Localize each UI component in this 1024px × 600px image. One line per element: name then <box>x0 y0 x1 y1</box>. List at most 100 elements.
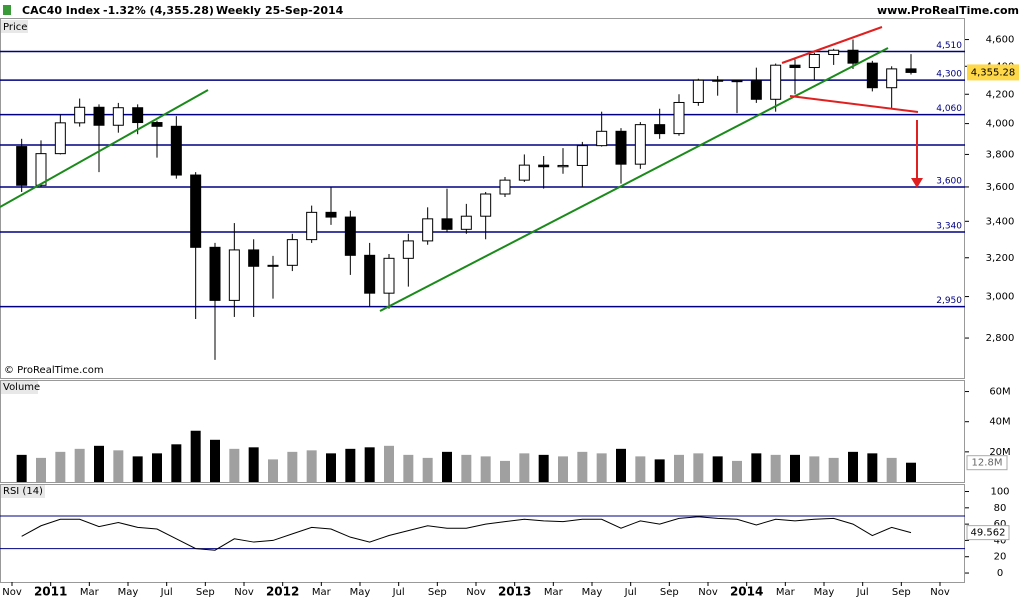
candle-body <box>364 254 376 294</box>
x-tick-label: Sep <box>196 587 215 598</box>
candle-body <box>615 130 627 165</box>
candle-body <box>518 164 530 181</box>
candle-body <box>151 122 163 127</box>
candle-body <box>654 124 666 135</box>
volume-bar <box>442 451 452 482</box>
volume-bar <box>74 448 85 482</box>
x-tick-label: Nov <box>2 587 22 598</box>
candle-body <box>847 49 859 64</box>
candle-body <box>325 211 337 218</box>
volume-bar <box>848 451 858 482</box>
candle-body <box>673 101 685 135</box>
x-tick-label: May <box>350 587 371 598</box>
trend-line <box>0 89 209 208</box>
rsi-tag-label: 49.562 <box>971 528 1006 539</box>
price-tag <box>967 64 1019 81</box>
candle-body <box>828 49 840 56</box>
candle-body <box>712 79 724 82</box>
candle-body <box>499 179 511 195</box>
y-tick-label: 3,400 <box>986 216 1015 227</box>
y-tick-label: 60 <box>994 519 1007 530</box>
wedge-line <box>789 95 919 113</box>
candle-body <box>770 64 782 100</box>
y-tick-label: 40 <box>994 535 1007 546</box>
volume-bar <box>616 448 626 482</box>
x-tick-label: Sep <box>428 587 447 598</box>
rsi-line <box>21 516 912 551</box>
title: CAC40 Index <box>22 4 100 17</box>
level-label: 4,300 <box>936 70 962 80</box>
volume-bar <box>500 460 510 482</box>
volume-tag-label: 12.8M <box>972 458 1003 469</box>
volume-bar <box>248 447 259 482</box>
volume-bar <box>577 451 588 482</box>
site: www.ProRealTime.com <box>877 4 1019 17</box>
volume-bar <box>732 460 742 482</box>
volume-bar <box>306 450 317 482</box>
y-tick-label: 3,800 <box>986 149 1015 160</box>
volume-bar <box>55 451 66 482</box>
volume-bar <box>268 459 278 482</box>
y-tick-label: 40M <box>989 417 1010 428</box>
candle-body <box>170 125 182 176</box>
x-tick-label: Nov <box>234 587 254 598</box>
volume-bar <box>229 448 240 482</box>
candle-body <box>228 249 240 301</box>
icon <box>3 5 11 15</box>
x-tick-label: Mar <box>776 587 796 598</box>
volume-bar <box>287 451 298 482</box>
x-tick-label: Mar <box>312 587 332 598</box>
y-tick-label: 20M <box>989 447 1010 458</box>
y-tick-label: 2,800 <box>986 333 1015 344</box>
candle-body <box>209 246 221 301</box>
x-tick-label: Nov <box>930 587 950 598</box>
candle-body <box>808 54 820 69</box>
candle-body <box>16 146 28 186</box>
level-label: 4,510 <box>936 41 962 51</box>
y-tick-label: 60M <box>989 387 1010 398</box>
price-tag-label: 4,355.28 <box>971 67 1016 78</box>
candle-body <box>692 79 704 103</box>
copyright: © ProRealTime.com <box>4 365 104 376</box>
candle-body <box>190 174 202 248</box>
candle-body <box>306 211 318 241</box>
x-tick-label: Jul <box>624 587 637 598</box>
y-tick-label: 0 <box>997 568 1003 579</box>
volume-bar <box>345 448 356 482</box>
y-tick-label: 3,200 <box>986 253 1015 264</box>
candle-body <box>248 249 260 267</box>
x-tick-label: Mar <box>544 587 564 598</box>
x-tick-label: 2012 <box>266 585 299 599</box>
x-tick-label: Sep <box>660 587 679 598</box>
volume-bar <box>712 456 723 482</box>
candle-body <box>286 239 298 266</box>
y-tick-label: 100 <box>990 487 1009 498</box>
candle-body <box>750 80 762 100</box>
volume-bar <box>867 453 878 482</box>
volume-bar <box>36 457 46 482</box>
level-label: 4,060 <box>936 104 962 114</box>
volume-bar <box>674 454 684 482</box>
rsi-tag <box>966 525 1010 541</box>
volume-bar <box>558 456 568 482</box>
volume-bar <box>152 453 162 482</box>
x-tick-label: May <box>582 587 603 598</box>
change: -1.32% (4,355.28) <box>103 4 214 17</box>
candle-body <box>634 124 646 165</box>
period: Weekly <box>216 4 261 17</box>
candle-body <box>576 145 588 166</box>
x-tick-label: Sep <box>892 587 911 598</box>
volume-bar <box>635 456 646 482</box>
panel-title: Price <box>3 22 27 33</box>
marks: 2,800 3,000 3,200 3,400 3,600 3,800 4,000 4,200… <box>0 35 1019 599</box>
volume-bar <box>828 457 839 482</box>
candle-body <box>460 215 472 230</box>
volume-bar <box>790 454 800 482</box>
candle-body <box>441 218 453 230</box>
price-frame <box>0 18 965 379</box>
x-tick-label: Nov <box>698 587 718 598</box>
candle-body <box>35 153 47 186</box>
volume-bar <box>751 453 762 482</box>
volume-bar <box>654 459 665 482</box>
